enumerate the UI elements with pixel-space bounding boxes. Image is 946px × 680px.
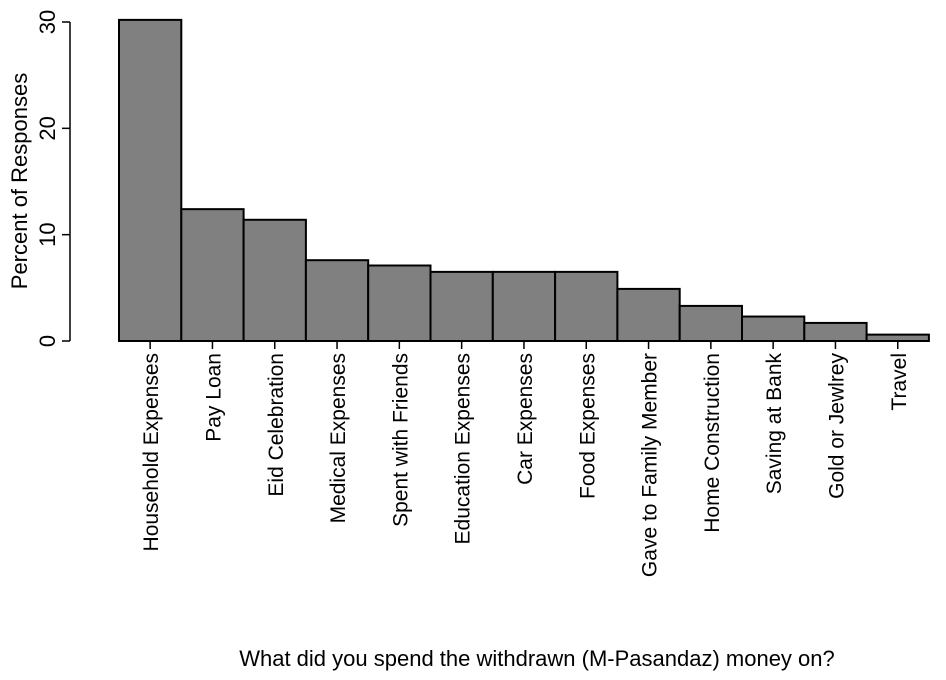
x-tick-label-0: Household Expenses (140, 353, 163, 551)
y-tick-label-3: 30 (35, 10, 60, 34)
x-tick-label-7: Food Expenses (576, 353, 599, 499)
x-axis-label: What did you spend the withdrawn (M-Pasa… (239, 646, 835, 671)
x-tick-label-6: Car Expenses (514, 353, 537, 485)
x-tick-label-9: Home Construction (701, 353, 724, 533)
y-tick-label-2: 20 (35, 116, 60, 140)
bar-11 (803, 321, 868, 343)
bar-10 (741, 315, 806, 343)
y-tick-label-0: 0 (35, 335, 60, 347)
x-tick-label-2: Eid Celebration (265, 353, 288, 497)
y-axis-label: Percent of Responses (7, 73, 32, 289)
x-tick-label-4: Spent with Friends (389, 353, 412, 527)
bar-12 (865, 333, 930, 342)
x-tick-label-11: Gold or Jewlrey (825, 353, 848, 499)
bar-6 (491, 270, 557, 343)
bar-1 (180, 208, 245, 342)
bar-7 (554, 270, 619, 343)
x-tick-label-10: Saving at Bank (763, 353, 786, 495)
plot-area: 0 10 20 30 Household Expenses Pay Loan Eid Cel… (35, 10, 930, 577)
x-tick-label-3: Medical Expenses (327, 353, 350, 523)
bar-2 (242, 218, 307, 342)
bar-3 (304, 259, 370, 342)
bar-5 (429, 270, 494, 343)
x-tick-label-1: Pay Loan (202, 353, 225, 442)
bar-8 (616, 287, 681, 342)
x-tick-label-12: Travel (888, 353, 911, 411)
x-tick-label-5: Education Expenses (452, 353, 475, 544)
bar-0 (118, 18, 183, 343)
bar-4 (367, 264, 432, 342)
y-tick-label-1: 10 (35, 222, 60, 246)
bar-9 (678, 304, 744, 343)
x-tick-label-8: Gave to Family Member (639, 353, 662, 577)
